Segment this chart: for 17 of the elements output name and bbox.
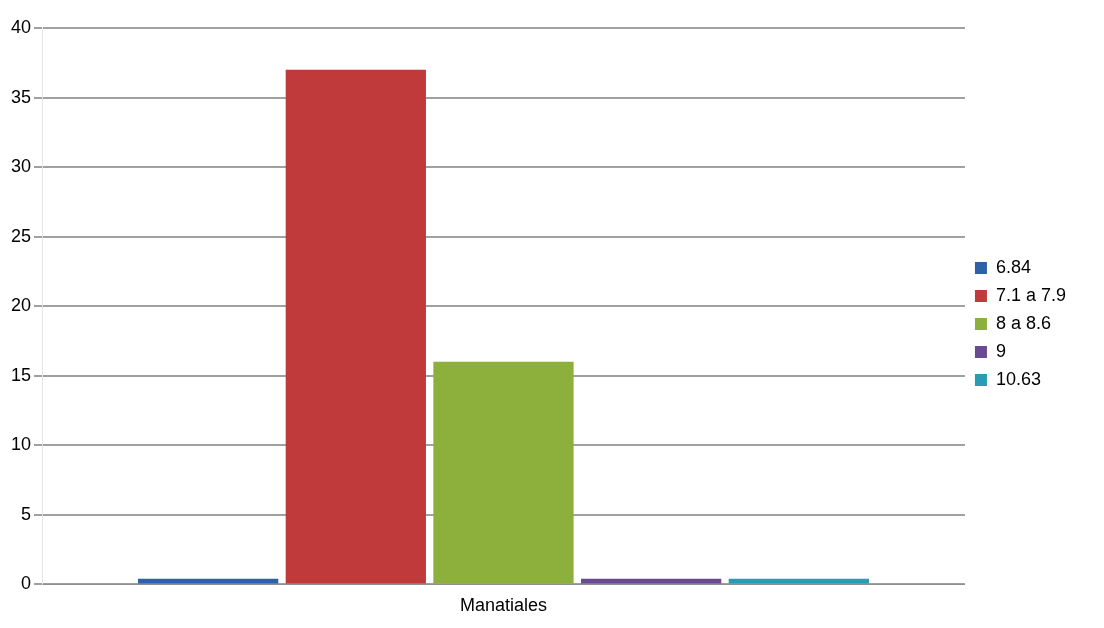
x-tick-label: Manatiales — [459, 595, 548, 616]
legend-label: 10.63 — [995, 368, 1041, 389]
y-tick-label: 20 — [10, 295, 32, 316]
y-tick-label: 40 — [10, 16, 32, 37]
y-tick-label: 5 — [21, 503, 32, 524]
legend-label: 9 — [995, 340, 1006, 361]
y-tick-label: 35 — [10, 86, 32, 107]
legend-label: 8 a 8.6 — [995, 312, 1051, 333]
y-tick-label: 25 — [10, 225, 32, 246]
legend-label: 6.84 — [995, 256, 1031, 277]
y-tick-label: 15 — [10, 364, 32, 385]
y-tick-label: 10 — [10, 434, 32, 455]
bar — [433, 361, 574, 584]
y-tick-label: 0 — [21, 573, 32, 594]
legend-label: 7.1 a 7.9 — [995, 284, 1066, 305]
bar — [285, 69, 426, 584]
y-tick-label: 30 — [10, 156, 32, 177]
